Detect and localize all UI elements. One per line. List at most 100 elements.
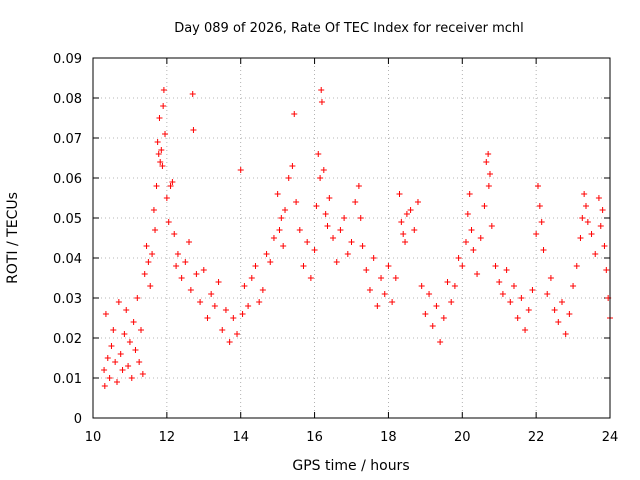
data-point <box>392 275 399 281</box>
data-point <box>468 227 475 233</box>
data-point <box>582 203 589 209</box>
data-point <box>162 131 169 137</box>
data-point <box>114 379 121 385</box>
data-point <box>544 291 551 297</box>
data-point <box>437 339 444 345</box>
data-point <box>320 167 327 173</box>
data-point <box>278 215 285 221</box>
data-point <box>150 207 157 213</box>
data-point <box>293 199 300 205</box>
data-point <box>496 279 503 285</box>
data-point <box>579 215 586 221</box>
data-point <box>187 287 194 293</box>
data-point <box>402 239 409 245</box>
data-point <box>538 219 545 225</box>
data-point <box>344 251 351 257</box>
data-point <box>601 243 608 249</box>
data-point <box>296 227 303 233</box>
data-point <box>149 251 156 257</box>
y-tick-label: 0.06 <box>53 172 82 187</box>
data-point <box>588 231 595 237</box>
data-point <box>245 303 252 309</box>
data-point <box>398 219 405 225</box>
data-point <box>239 311 246 317</box>
data-point <box>155 151 162 157</box>
data-point <box>156 115 163 121</box>
data-point <box>141 271 148 277</box>
data-point <box>167 183 174 189</box>
data-point <box>433 303 440 309</box>
data-point <box>128 375 135 381</box>
data-point <box>211 303 218 309</box>
data-point <box>158 147 165 153</box>
data-point <box>357 215 364 221</box>
data-point <box>112 359 119 365</box>
data-point <box>145 259 152 265</box>
data-point <box>341 215 348 221</box>
y-tick-label: 0.01 <box>53 372 82 387</box>
data-point <box>503 267 510 273</box>
data-point <box>193 271 200 277</box>
data-point <box>566 311 573 317</box>
data-point <box>256 299 263 305</box>
data-point <box>459 263 466 269</box>
data-point <box>178 275 185 281</box>
data-point <box>121 331 128 337</box>
data-point <box>551 307 558 313</box>
data-point <box>429 323 436 329</box>
data-point <box>603 267 610 273</box>
x-tick-label: 20 <box>454 430 471 445</box>
data-point <box>171 231 178 237</box>
data-points <box>101 87 613 389</box>
y-tick-label: 0 <box>74 412 82 427</box>
data-point <box>597 223 604 229</box>
data-point <box>102 311 109 317</box>
data-point <box>355 183 362 189</box>
data-point <box>533 231 540 237</box>
data-point <box>276 227 283 233</box>
data-point <box>106 375 113 381</box>
data-point <box>444 279 451 285</box>
data-point <box>280 243 287 249</box>
data-point <box>595 195 602 201</box>
data-point <box>186 239 193 245</box>
data-point <box>285 175 292 181</box>
data-point <box>448 299 455 305</box>
data-point <box>422 311 429 317</box>
data-point <box>514 315 521 321</box>
data-point <box>525 307 532 313</box>
data-point <box>485 183 492 189</box>
data-point <box>317 175 324 181</box>
data-point <box>592 251 599 257</box>
data-point <box>363 267 370 273</box>
data-point <box>558 299 565 305</box>
data-point <box>222 307 229 313</box>
data-point <box>536 203 543 209</box>
data-point <box>169 179 176 185</box>
data-point <box>577 235 584 241</box>
data-point <box>318 99 325 105</box>
y-tick-label: 0.02 <box>53 332 82 347</box>
data-point <box>138 327 145 333</box>
data-point <box>573 263 580 269</box>
x-tick-label: 12 <box>159 430 176 445</box>
data-point <box>547 275 554 281</box>
data-point <box>123 307 130 313</box>
data-point <box>470 247 477 253</box>
y-tick-label: 0.08 <box>53 92 82 107</box>
data-point <box>400 231 407 237</box>
data-point <box>125 363 132 369</box>
data-point <box>291 111 298 117</box>
data-point <box>522 327 529 333</box>
data-point <box>153 183 160 189</box>
data-point <box>374 303 381 309</box>
data-point <box>483 159 490 165</box>
data-point <box>311 247 318 253</box>
data-point <box>104 355 111 361</box>
plot-frame <box>92 57 611 419</box>
data-point <box>378 275 385 281</box>
data-point <box>147 283 154 289</box>
data-point <box>259 287 266 293</box>
data-point <box>208 291 215 297</box>
